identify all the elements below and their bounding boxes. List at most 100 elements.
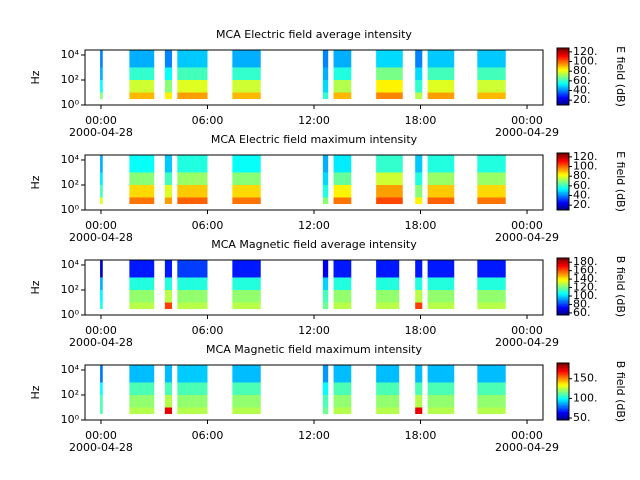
spectrogram-cell <box>477 382 506 395</box>
spectrogram-cell <box>477 155 506 173</box>
colorbar-step <box>557 201 569 204</box>
colorbar-step <box>557 275 569 278</box>
colorbar-step <box>557 80 569 83</box>
spectrogram-cell <box>322 394 329 408</box>
spectrogram-cell <box>164 277 172 290</box>
spectrogram-cell <box>427 155 455 173</box>
colorbar-step <box>557 273 569 276</box>
spectrogram-cell <box>427 302 455 310</box>
x-tick-label: 00:00 <box>85 324 117 337</box>
colorbar-frame <box>556 47 570 106</box>
colorbar-step <box>557 387 569 390</box>
spectrogram-cell <box>100 172 103 185</box>
y-tick-label: 10² <box>61 178 79 191</box>
colorbar-step <box>557 174 569 177</box>
spectrogram-cell <box>477 172 506 185</box>
colorbar-label: B field (dB) <box>614 256 627 317</box>
colorbar-step <box>557 65 569 68</box>
colorbar-step <box>557 164 569 167</box>
colorbar-tick-label: 120. <box>573 150 598 163</box>
colorbar-step <box>557 398 569 401</box>
date-label: 2000-04-29 <box>495 336 559 349</box>
colorbar-step <box>557 305 569 307</box>
spectrogram-cell <box>177 394 208 408</box>
colorbar-step <box>557 269 569 272</box>
colorbar-step <box>557 262 569 265</box>
spectrogram-cell <box>177 260 208 278</box>
spectrogram-cell <box>177 302 208 310</box>
spectrogram-cell <box>322 172 329 185</box>
colorbar-step <box>557 391 569 394</box>
spectrogram-cell <box>164 365 172 383</box>
spectrogram-cell <box>164 302 172 310</box>
spectrogram-cell <box>100 92 103 100</box>
spectrogram-cell <box>376 67 403 80</box>
spectrogram-cell <box>333 382 352 395</box>
colorbar-step <box>557 260 569 263</box>
date-label: 2000-04-28 <box>69 231 133 244</box>
colorbar-step <box>557 66 569 69</box>
colorbar-step <box>557 157 569 160</box>
colorbar-step <box>557 160 569 163</box>
colorbar-step <box>557 55 569 58</box>
colorbar-label: B field (dB) <box>614 361 627 422</box>
colorbar-tick-label: 80. <box>573 64 591 77</box>
spectrogram-cell <box>415 67 423 80</box>
colorbar-step <box>557 93 569 96</box>
spectrogram-cell <box>415 184 423 198</box>
spectrogram-cell <box>415 394 423 408</box>
spectrogram-cell <box>177 50 208 68</box>
date-label: 2000-04-29 <box>495 441 559 454</box>
colorbar-tick-label: 80. <box>573 169 591 182</box>
spectrogram-cell <box>477 184 506 198</box>
colorbar-step <box>557 265 569 268</box>
colorbar-step <box>557 382 569 385</box>
y-axis-label: Hz <box>29 280 42 294</box>
spectrogram-cell <box>415 365 423 383</box>
spectrogram-cell <box>376 172 403 185</box>
spectrogram-cell <box>100 302 103 310</box>
colorbar-step <box>557 384 569 387</box>
colorbar-step <box>557 205 569 208</box>
colorbar-step <box>557 73 569 76</box>
spectrogram-cell <box>129 184 155 198</box>
spectrogram-cell <box>427 184 455 198</box>
colorbar-step <box>557 404 569 407</box>
spectrogram-cell <box>333 394 352 408</box>
spectrogram-cell <box>129 155 155 173</box>
colorbar-step <box>557 267 569 270</box>
spectrogram-cell <box>129 50 155 68</box>
spectrogram-cell <box>376 155 403 173</box>
spectrogram-cell <box>177 92 208 100</box>
colorbar-step <box>557 293 569 296</box>
spectrogram-cell <box>100 407 103 415</box>
colorbar-step <box>557 286 569 289</box>
y-tick-label: 10⁴ <box>61 48 80 61</box>
colorbar-step <box>557 178 569 181</box>
spectrogram-cell <box>322 197 329 205</box>
colorbar-step <box>557 102 569 105</box>
colorbar-step <box>557 79 569 82</box>
spectrogram-cell <box>177 155 208 173</box>
x-tick-label: 12:00 <box>298 219 330 232</box>
spectrogram-cell <box>477 289 506 303</box>
colorbar-step <box>557 295 569 297</box>
colorbar-step <box>557 161 569 164</box>
colorbar-label: E field (dB) <box>614 151 627 212</box>
colorbar-step <box>557 263 569 266</box>
colorbar-step <box>557 180 569 182</box>
spectrogram-cell <box>322 92 329 100</box>
colorbar-step <box>557 307 569 310</box>
colorbar-step <box>557 402 569 405</box>
colorbar-step <box>557 175 569 178</box>
colorbar-step <box>557 72 569 75</box>
spectrogram-cell <box>427 172 455 185</box>
y-axis-label: Hz <box>29 175 42 189</box>
spectrogram-cell <box>232 67 261 80</box>
spectrogram-cell <box>129 289 155 303</box>
colorbar-tick-label: 60. <box>573 179 591 192</box>
spectrogram-cell <box>177 197 208 205</box>
spectrogram-cell <box>322 289 329 303</box>
spectrogram-cell <box>415 172 423 185</box>
colorbar-step <box>557 70 569 73</box>
